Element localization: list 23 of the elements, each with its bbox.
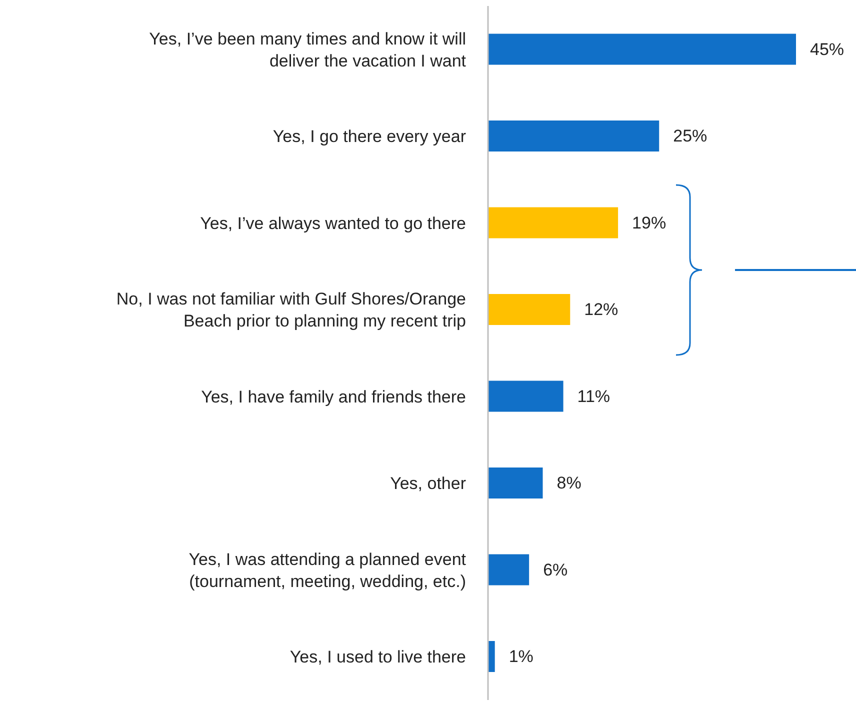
y-tick-label: No, I was not familiar with Gulf Shores/Orange Beach prior to planning my recent trip [116, 289, 466, 330]
bar [488, 380, 564, 412]
data-label: 12% [584, 300, 618, 320]
data-label: 6% [543, 560, 568, 580]
data-label: 8% [556, 474, 582, 493]
bar [488, 554, 530, 586]
bar [488, 34, 796, 65]
data-label: 1% [508, 647, 534, 666]
bar [488, 294, 570, 326]
bar [488, 468, 543, 499]
y-tick-label: Yes, I used to live there [290, 647, 466, 666]
y-tick-label: Yes, I’ve been many times and know it will deliver the vacation I want [149, 28, 466, 70]
bar [488, 120, 660, 152]
y-tick-label: Yes, I go there every year [272, 126, 466, 146]
data-label: 45% [810, 40, 844, 59]
y-tick-label: Yes, I’ve always wanted to go there [200, 213, 466, 232]
y-tick-label: Yes, I have family and friends there [201, 386, 466, 406]
y-tick-label: Yes, I was attending a planned event (tournament, meeting, wedding, etc.) [188, 549, 466, 590]
data-label: 11% [577, 386, 610, 406]
bar [488, 207, 618, 238]
y-tick-label: Yes, other [390, 474, 466, 493]
data-label: 19% [632, 213, 666, 232]
data-label: 25% [673, 126, 708, 146]
